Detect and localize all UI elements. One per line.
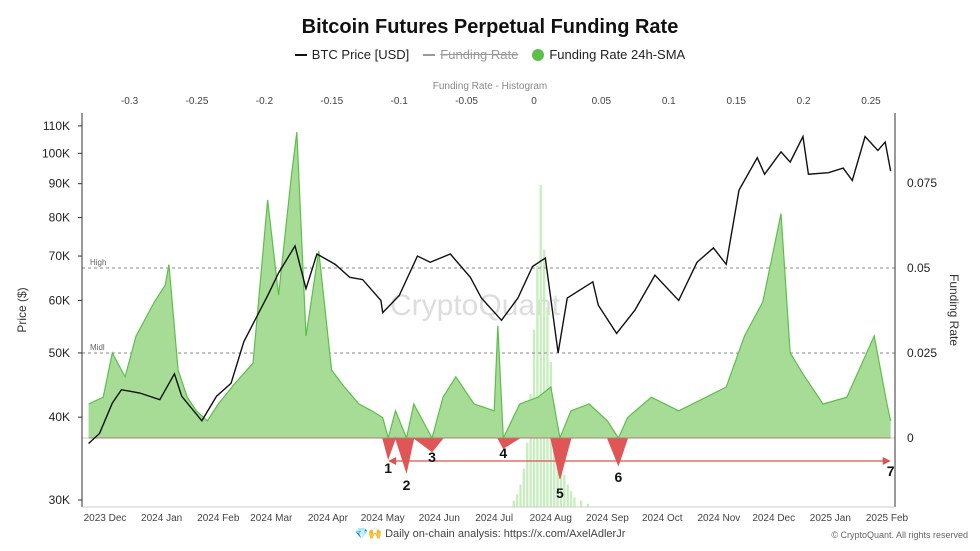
reference-label: High bbox=[90, 258, 106, 267]
x-tick-label: 2024 Feb bbox=[197, 513, 240, 524]
x-tick-label: 2025 Feb bbox=[866, 513, 909, 524]
top-tick-label: -0.25 bbox=[186, 96, 209, 107]
x-tick-label: 2025 Jan bbox=[810, 513, 851, 524]
annotation-label: 6 bbox=[615, 469, 623, 485]
left-tick-label: 50K bbox=[49, 346, 70, 360]
legend: BTC Price [USD] Funding Rate Funding Rat… bbox=[0, 47, 980, 62]
raised-hands-icon: 🙌 bbox=[368, 528, 383, 540]
right-axis-title: Funding Rate bbox=[947, 274, 961, 346]
left-tick-label: 60K bbox=[49, 293, 70, 307]
copyright: © CryptoQuant. All rights reserved bbox=[831, 530, 968, 540]
right-tick-label: 0 bbox=[907, 431, 914, 445]
gem-icon: 💎 bbox=[354, 528, 369, 540]
left-tick-label: 90K bbox=[49, 177, 70, 191]
annotation-label: 3 bbox=[428, 449, 436, 465]
left-axis-title: Price ($) bbox=[15, 287, 29, 332]
x-tick-label: 2024 Mar bbox=[250, 513, 293, 524]
histogram-bar bbox=[579, 500, 583, 507]
histogram-bar bbox=[512, 500, 515, 507]
chart-title: Bitcoin Futures Perpetual Funding Rate bbox=[301, 16, 679, 38]
histogram-bar bbox=[536, 265, 539, 507]
x-tick-label: 2024 Oct bbox=[642, 513, 683, 524]
top-tick-label: 0.1 bbox=[662, 96, 676, 107]
x-tick-label: 2024 Jan bbox=[141, 513, 182, 524]
top-tick-label: -0.15 bbox=[320, 96, 343, 107]
histogram-bar bbox=[526, 442, 529, 507]
arrow-head-left-icon bbox=[388, 457, 397, 465]
histogram-bar bbox=[529, 394, 532, 507]
histogram-bar bbox=[573, 497, 576, 507]
legend-label: Funding Rate bbox=[440, 47, 519, 62]
left-tick-label: 100K bbox=[42, 146, 70, 160]
histogram-bar bbox=[559, 458, 563, 507]
left-tick-label: 70K bbox=[49, 249, 70, 263]
x-tick-label: 2024 Jul bbox=[475, 513, 513, 524]
top-tick-label: -0.2 bbox=[256, 96, 274, 107]
arrow-head-right-icon bbox=[882, 457, 891, 465]
annotation-label: 7 bbox=[887, 463, 895, 479]
annotation-label: 5 bbox=[556, 485, 564, 501]
x-tick-label: 2024 Aug bbox=[530, 513, 572, 524]
sma-positive-area bbox=[88, 132, 891, 438]
top-tick-label: 0.2 bbox=[797, 96, 811, 107]
right-tick-label: 0.075 bbox=[907, 176, 937, 190]
left-tick-label: 80K bbox=[49, 211, 70, 225]
histogram-bar bbox=[569, 490, 573, 507]
x-tick-label: 2023 Dec bbox=[84, 513, 127, 524]
legend-label: BTC Price [USD] bbox=[311, 47, 410, 62]
legend-label: Funding Rate 24h-SMA bbox=[549, 47, 686, 62]
top-tick-label: 0.05 bbox=[592, 96, 612, 107]
top-tick-label: 0.15 bbox=[726, 96, 746, 107]
histogram-bar bbox=[515, 494, 519, 507]
footer-text: Daily on-chain analysis: bbox=[385, 528, 501, 540]
x-tick-label: 2024 Jun bbox=[419, 513, 460, 524]
left-tick-label: 40K bbox=[49, 410, 70, 424]
histogram-bar bbox=[566, 484, 569, 507]
footer: 💎🙌 Daily on-chain analysis: https://x.co… bbox=[0, 527, 980, 540]
top-tick-label: 0 bbox=[531, 96, 537, 107]
histogram-bar bbox=[563, 474, 566, 507]
top-tick-label: -0.05 bbox=[455, 96, 478, 107]
histogram-bar bbox=[542, 249, 546, 507]
dot-swatch-icon bbox=[532, 48, 545, 61]
annotation-label: 1 bbox=[384, 460, 392, 476]
line-swatch-icon bbox=[423, 53, 436, 56]
right-tick-label: 0.05 bbox=[907, 261, 931, 275]
footer-link[interactable]: https://x.com/AxelAdlerJr bbox=[503, 528, 626, 540]
x-tick-label: 2024 Dec bbox=[752, 513, 795, 524]
legend-item-btc-price[interactable]: BTC Price [USD] bbox=[294, 47, 410, 62]
left-tick-label: 30K bbox=[49, 493, 70, 507]
sma-line bbox=[88, 131, 892, 441]
top-axis-title: Funding Rate - Histogram bbox=[433, 81, 548, 92]
price-line bbox=[88, 134, 892, 445]
right-tick-label: 0.025 bbox=[907, 346, 937, 360]
histogram-bar bbox=[539, 185, 542, 507]
line-swatch-icon bbox=[294, 53, 307, 56]
x-tick-label: 2024 May bbox=[361, 513, 405, 524]
reference-label: Midl bbox=[90, 343, 105, 352]
histogram-bar bbox=[519, 484, 522, 507]
legend-item-funding-sma[interactable]: Funding Rate 24h-SMA bbox=[532, 47, 685, 62]
annotation-label: 2 bbox=[403, 477, 411, 493]
x-tick-label: 2024 Sep bbox=[586, 513, 629, 524]
histogram-bar bbox=[556, 436, 559, 507]
histogram-bar bbox=[522, 468, 526, 507]
watermark: CryptoQuant bbox=[390, 289, 561, 322]
x-tick-label: 2024 Nov bbox=[698, 513, 741, 524]
left-tick-label: 110K bbox=[43, 119, 70, 133]
x-tick-label: 2024 Apr bbox=[308, 513, 349, 524]
top-tick-label: 0.25 bbox=[861, 96, 881, 107]
sma-negative-area bbox=[88, 436, 891, 479]
legend-item-funding-rate[interactable]: Funding Rate bbox=[423, 47, 518, 62]
top-tick-label: -0.3 bbox=[121, 96, 139, 107]
annotation-label: 4 bbox=[499, 445, 507, 461]
top-tick-label: -0.1 bbox=[391, 96, 409, 107]
histogram-bar bbox=[586, 503, 590, 507]
